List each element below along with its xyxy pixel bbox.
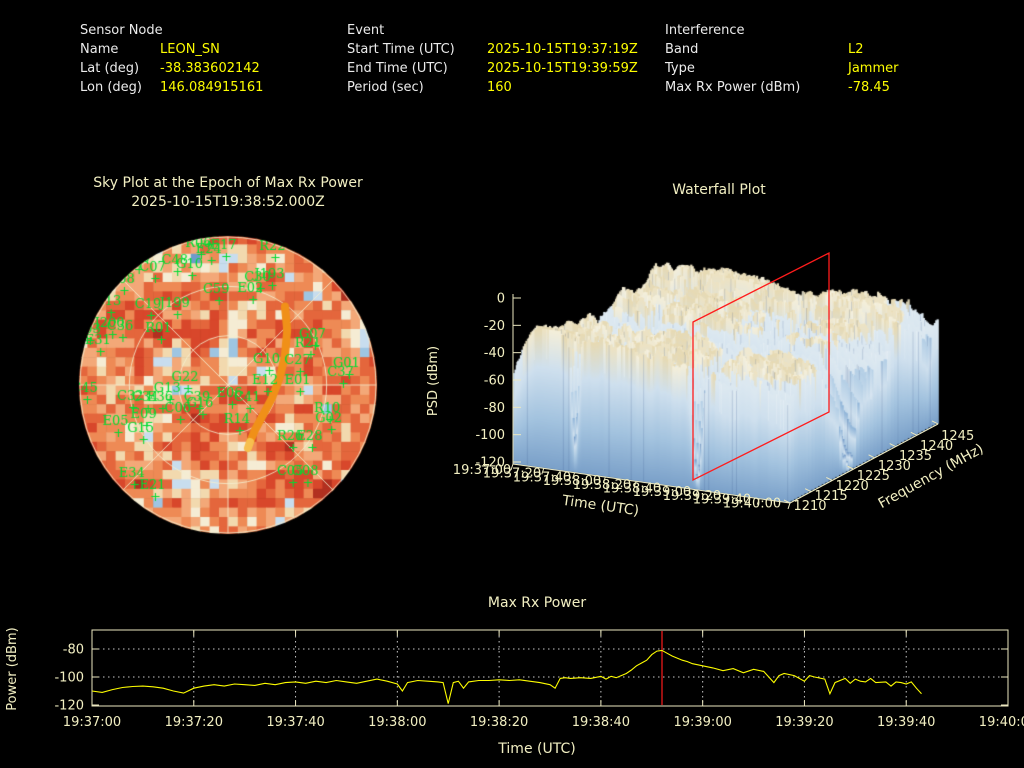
metadata-label: Start Time (UTC): [347, 42, 455, 57]
svg-text:19:37:40: 19:37:40: [266, 715, 324, 730]
metadata-row: Name LEON_SN: [80, 40, 263, 59]
interference-panel: Interference Band L2 Type Jammer Max Rx Powe…: [665, 21, 898, 97]
waterfall-time-axis: [512, 463, 791, 504]
sensor-node-title: Sensor Node: [80, 23, 163, 38]
metadata-value: 146.084915161: [160, 80, 264, 95]
interference-rows: Band L2 Type Jammer Max Rx Power (dBm) -78.45: [665, 40, 898, 97]
event-panel: Event Start Time (UTC) 2025-10-15T19:37:1…: [347, 21, 638, 97]
svg-text:1230: 1230: [878, 459, 911, 474]
metadata-row: Period (sec) 160: [347, 78, 638, 97]
metadata-label: Period (sec): [347, 80, 424, 95]
svg-text:19:38:20: 19:38:20: [573, 478, 631, 493]
svg-text:19:38:00: 19:38:00: [543, 474, 601, 489]
svg-text:19:37:20: 19:37:20: [165, 715, 223, 730]
metadata-row: Max Rx Power (dBm) -78.45: [665, 78, 898, 97]
max-power-slice-marker: [692, 251, 830, 482]
svg-text:1220: 1220: [836, 479, 869, 494]
metadata-label: Name: [80, 42, 119, 57]
svg-text:1240: 1240: [920, 439, 953, 454]
power-plot-border: [91, 629, 1009, 707]
svg-text:19:38:40: 19:38:40: [572, 715, 630, 730]
sky-plot-heatmap: [78, 235, 378, 535]
waterfall-title: Waterfall Plot: [672, 182, 766, 198]
svg-text:-40: -40: [484, 346, 505, 361]
svg-text:19:37:00: 19:37:00: [453, 463, 511, 478]
svg-text:19:39:00: 19:39:00: [673, 715, 731, 730]
metadata-row: Start Time (UTC) 2025-10-15T19:37:19Z: [347, 40, 638, 59]
power-plot-title: Max Rx Power: [488, 595, 586, 611]
svg-text:0: 0: [497, 292, 505, 307]
metadata-value: Jammer: [848, 61, 899, 76]
waterfall-time-ticks: 19:37:0019:37:2019:37:4019:38:0019:38:20…: [453, 463, 791, 511]
waterfall-time-axis-label: Time (UTC): [560, 493, 640, 520]
metadata-label: Band: [665, 42, 699, 57]
metadata-row: Lat (deg) -38.383602142: [80, 59, 263, 78]
metadata-row: Lon (deg) 146.084915161: [80, 78, 263, 97]
svg-text:-120: -120: [54, 699, 84, 714]
svg-text:19:38:20: 19:38:20: [470, 715, 528, 730]
svg-text:19:37:00: 19:37:00: [63, 715, 121, 730]
svg-text:1245: 1245: [941, 429, 974, 444]
svg-text:19:37:20: 19:37:20: [483, 467, 541, 482]
svg-text:-100: -100: [54, 671, 84, 686]
metadata-row: Type Jammer: [665, 59, 898, 78]
svg-text:19:40:00: 19:40:00: [723, 496, 781, 511]
metadata-label: End Time (UTC): [347, 61, 448, 76]
metadata-label: Type: [665, 61, 695, 76]
svg-text:-20: -20: [484, 319, 505, 334]
svg-text:19:38:40: 19:38:40: [603, 482, 661, 497]
metadata-value: 160: [487, 80, 512, 95]
svg-text:1225: 1225: [857, 469, 890, 484]
metadata-label: Lon (deg): [80, 80, 142, 95]
svg-text:1235: 1235: [899, 449, 932, 464]
power-x-axis-label: Time (UTC): [497, 741, 575, 757]
metadata-value: -78.45: [848, 80, 890, 95]
svg-text:19:40:00: 19:40:00: [979, 715, 1024, 730]
waterfall-surface: [430, 240, 1010, 540]
metadata-value: LEON_SN: [160, 42, 220, 57]
interference-title: Interference: [665, 23, 745, 38]
svg-text:19:39:40: 19:39:40: [877, 715, 935, 730]
svg-text:19:39:00: 19:39:00: [633, 485, 691, 500]
frequency-axis: [789, 423, 939, 504]
svg-text:-100: -100: [475, 428, 505, 443]
svg-text:1210: 1210: [793, 499, 826, 514]
svg-text:-60: -60: [484, 374, 505, 389]
metadata-row: Band L2: [665, 40, 898, 59]
power-plot-grid: 19:37:00 19:37:20 19:37:40 19:38:00 19:38:20…: [54, 630, 1024, 730]
metadata-label: Lat (deg): [80, 61, 140, 76]
svg-text:-80: -80: [484, 401, 505, 416]
event-title: Event: [347, 23, 385, 38]
svg-text:19:37:40: 19:37:40: [513, 470, 571, 485]
sky-plot-title: Sky Plot at the Epoch of Max Rx Power: [93, 175, 363, 191]
metadata-label: Max Rx Power (dBm): [665, 80, 801, 95]
sensor-node-panel: Sensor Node Name LEON_SN Lat (deg) -38.3836…: [80, 21, 263, 97]
sensor-node-rows: Name LEON_SN Lat (deg) -38.383602142 Lon (de…: [80, 40, 263, 97]
svg-text:-120: -120: [475, 456, 505, 471]
power-y-axis-label: Power (dBm): [5, 627, 20, 710]
metadata-value: -38.383602142: [160, 61, 260, 76]
power-series-line: [91, 649, 922, 704]
svg-text:19:39:20: 19:39:20: [775, 715, 833, 730]
svg-text:19:38:00: 19:38:00: [368, 715, 426, 730]
psd-axis-ticks: 0 -20 -40 -60 -80 -100 -120: [475, 292, 521, 471]
svg-text:19:39:20: 19:39:20: [663, 489, 721, 504]
event-rows: Start Time (UTC) 2025-10-15T19:37:19Z End …: [347, 40, 638, 97]
metadata-value: 2025-10-15T19:39:59Z: [487, 61, 638, 76]
metadata-value: L2: [848, 42, 864, 57]
svg-text:1215: 1215: [815, 489, 848, 504]
sky-plot-epoch: 2025-10-15T19:38:52.000Z: [131, 194, 325, 210]
svg-text:-80: -80: [63, 643, 84, 658]
metadata-row: End Time (UTC) 2025-10-15T19:39:59Z: [347, 59, 638, 78]
svg-text:19:39:40: 19:39:40: [693, 493, 751, 508]
metadata-value: 2025-10-15T19:37:19Z: [487, 42, 638, 57]
psd-axis-label: PSD (dBm): [426, 346, 441, 416]
